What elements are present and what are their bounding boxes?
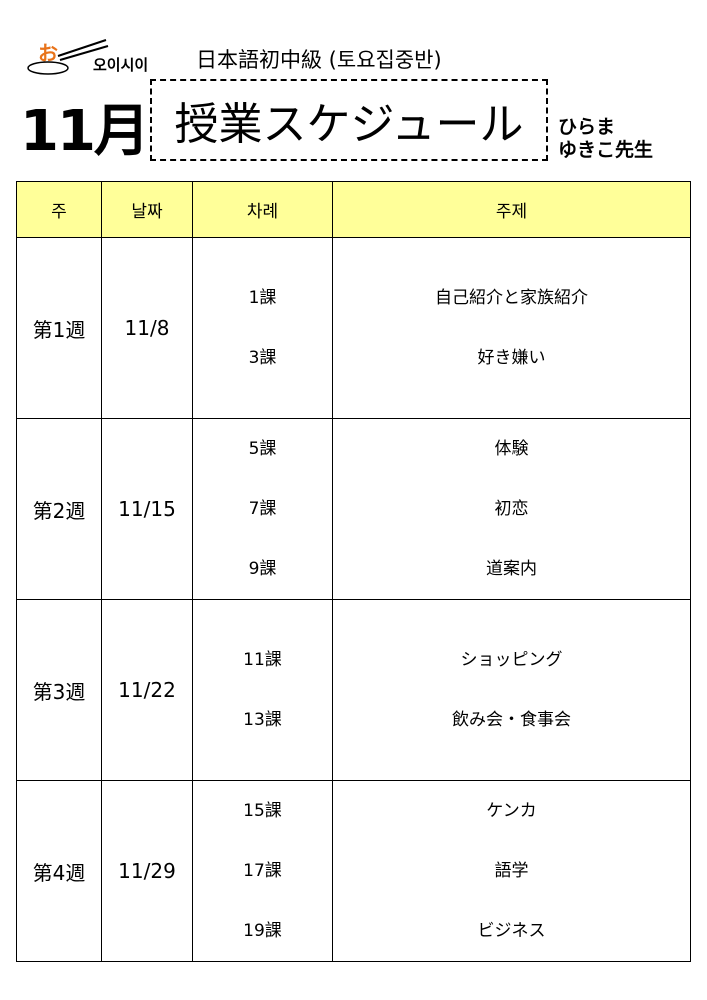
week-cell: 第1週 [16, 237, 102, 419]
svg-text:お: お [38, 41, 58, 65]
class-subtitle: 日本語初中級 (토요집중반) [196, 48, 442, 72]
lesson-cell: 1課 3課 [192, 237, 333, 419]
week-cell: 第4週 [16, 780, 102, 962]
topic-item: ビジネス [477, 921, 546, 941]
lesson-cell: 5課 7課 9課 [192, 418, 333, 600]
schedule-table: 주 날짜 차례 주제 第1週 11/8 1課 3課 自己紹介と家族紹介 好き嫌い 第2週 11… [16, 181, 691, 962]
topic-cell: ショッピング 飲み会・食事会 [332, 599, 691, 781]
table-row: 第4週 11/29 15課 17課 19課 ケンカ語学ビジネス [16, 780, 691, 962]
lesson-item: 5課 [248, 439, 277, 459]
lesson-item: 11課 [243, 650, 282, 670]
week-cell: 第2週 [16, 418, 102, 600]
topic-item: 初恋 [494, 499, 529, 519]
month-label: 11月 [20, 99, 150, 164]
topic-item: 好き嫌い [477, 348, 546, 368]
lesson-item: 19課 [243, 921, 282, 941]
date-cell: 11/22 [101, 599, 193, 781]
header-topic: 주제 [332, 181, 691, 238]
lesson-item: 15課 [243, 801, 282, 821]
lesson-cell: 15課 17課 19課 [192, 780, 333, 962]
teacher-line-2: ゆきこ先生 [558, 139, 654, 161]
table-header-row: 주 날짜 차례 주제 [16, 181, 691, 238]
date-cell: 11/29 [101, 780, 193, 962]
topic-item: 道案内 [486, 559, 537, 579]
table-row: 第3週 11/22 11課 13課 ショッピング 飲み会・食事会 [16, 599, 691, 781]
topic-item: ショッピング [460, 650, 563, 670]
lesson-cell: 11課 13課 [192, 599, 333, 781]
week-cell: 第3週 [16, 599, 102, 781]
logo: お 오이시이 [18, 38, 158, 78]
lesson-item: 1課 [248, 288, 277, 308]
header-week: 주 [16, 181, 102, 238]
svg-text:오이시이: 오이시이 [93, 56, 148, 74]
date-cell: 11/8 [101, 237, 193, 419]
topic-cell: 体験 初恋 道案内 [332, 418, 691, 600]
teacher-line-1: ひらま [558, 116, 616, 138]
page-title: 授業スケジュール [150, 79, 548, 161]
header-date: 날짜 [101, 181, 193, 238]
topic-item: 体験 [494, 439, 529, 459]
topic-item: 飲み会・食事会 [452, 710, 571, 730]
lesson-item: 13課 [243, 710, 282, 730]
topic-item: ケンカ [486, 801, 537, 821]
lesson-item: 3課 [248, 348, 277, 368]
table-row: 第2週 11/15 5課 7課 9課 体験初恋道案内 [16, 418, 691, 600]
topic-cell: 自己紹介と家族紹介 好き嫌い [332, 237, 691, 419]
topic-item: 自己紹介と家族紹介 [435, 288, 588, 308]
header-lesson: 차례 [192, 181, 333, 238]
topic-item: 語学 [494, 861, 529, 881]
lesson-item: 7課 [248, 499, 277, 519]
logo-chopsticks-icon: お 오이시이 [27, 39, 148, 75]
lesson-item: 17課 [243, 861, 282, 881]
teacher-name: ひらま ゆきこ先生 [558, 116, 653, 162]
table-row: 第1週 11/8 1課 3課 自己紹介と家族紹介 好き嫌い [16, 237, 691, 419]
topic-cell: ケンカ 語学 ビジネス [332, 780, 691, 962]
date-cell: 11/15 [101, 418, 193, 600]
lesson-item: 9課 [248, 559, 277, 579]
